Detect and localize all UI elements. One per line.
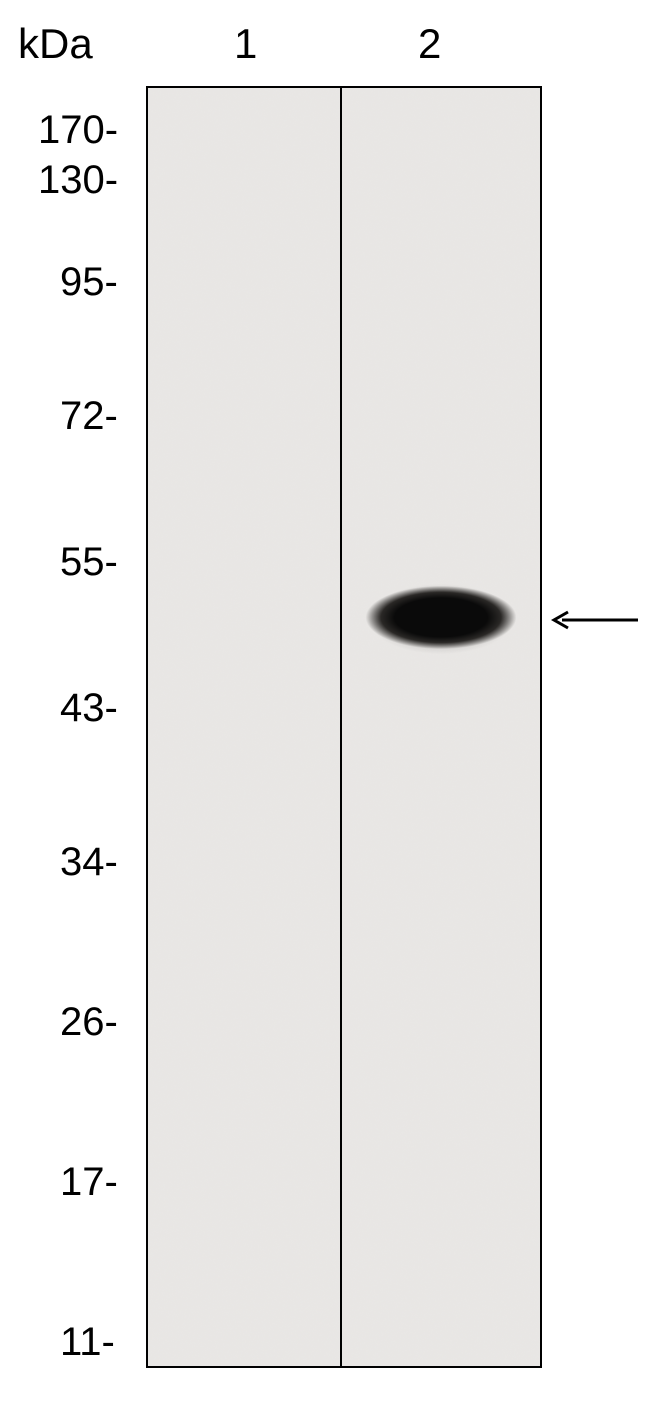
axis-title-kda: kDa <box>18 20 93 68</box>
marker-130: 130- <box>38 158 118 203</box>
band-arrow <box>548 610 640 630</box>
marker-72: 72- <box>60 394 118 439</box>
arrow-icon <box>548 610 640 630</box>
marker-26: 26- <box>60 1000 118 1045</box>
lane-label-1: 1 <box>234 20 257 68</box>
marker-55: 55- <box>60 540 118 585</box>
marker-17: 17- <box>60 1160 118 1205</box>
marker-170: 170- <box>38 108 118 153</box>
band-lane2 <box>348 580 534 658</box>
marker-11: 11- <box>60 1320 115 1365</box>
marker-95: 95- <box>60 260 118 305</box>
lane-divider <box>340 88 342 1368</box>
blot-membrane <box>146 86 542 1368</box>
marker-43: 43- <box>60 686 118 731</box>
marker-34: 34- <box>60 840 118 885</box>
blot-noise-texture <box>148 88 542 1368</box>
western-blot-figure: kDa 1 2 170- 130- 95- 72- 55- 43- 34- 26… <box>0 0 650 1401</box>
lane-label-2: 2 <box>418 20 441 68</box>
